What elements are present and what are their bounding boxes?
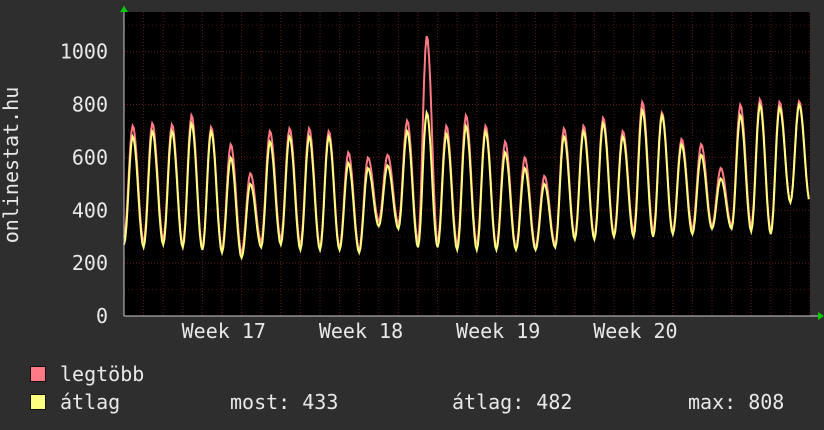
y-tick-label: 600: [72, 145, 108, 169]
grid-lines: [123, 12, 811, 316]
y-tick-label: 800: [72, 93, 108, 117]
y-tick-label: 0: [96, 304, 108, 328]
y-tick-label: 400: [72, 198, 108, 222]
y-tick-label: 1000: [60, 40, 108, 64]
series-line-atlag: [123, 101, 810, 261]
axes: [120, 6, 824, 320]
y-tick-label: 200: [72, 251, 108, 275]
y-axis-label: onlinestat.hu: [0, 87, 23, 244]
legend-label-avg: átlag: [60, 390, 121, 414]
legend-label-max: legtöbb: [60, 362, 145, 386]
stat-most: most: 433: [230, 390, 339, 414]
stat-max: max: 808: [688, 390, 785, 414]
legend-item-avg: átlag: [30, 390, 120, 414]
x-tick-label: Week 17: [182, 319, 266, 343]
y-tick-labels: 0 200 400 600 800 1000: [60, 40, 108, 328]
x-tick-labels: Week 17 Week 18 Week 19 Week 20: [182, 319, 678, 343]
series-lines: [123, 35, 810, 261]
legend-item-max: legtöbb: [30, 362, 144, 386]
x-tick-label: Week 19: [456, 319, 540, 343]
stat-atlag: átlag: 482: [452, 390, 573, 414]
x-axis-arrow: [818, 312, 824, 320]
plot-area: [124, 12, 810, 316]
x-tick-label: Week 18: [319, 319, 403, 343]
legend-swatch-max: [30, 366, 46, 382]
y-axis-arrow: [120, 6, 128, 12]
x-tick-label: Week 20: [593, 319, 677, 343]
legend-swatch-avg: [30, 394, 46, 410]
